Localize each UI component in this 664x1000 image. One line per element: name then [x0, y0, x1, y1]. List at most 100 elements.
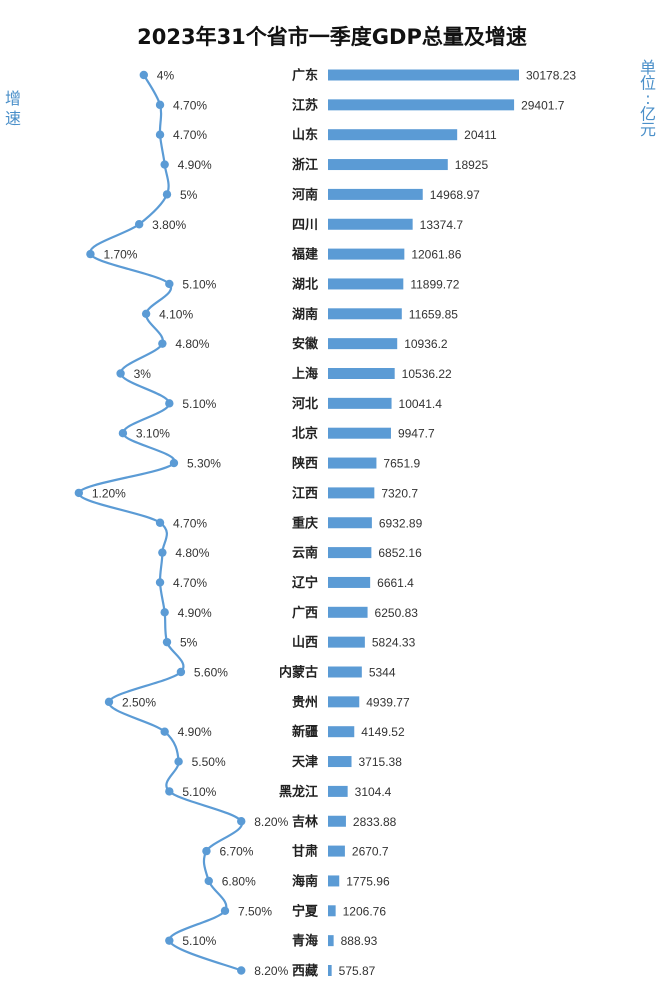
province-label: 云南: [292, 545, 318, 561]
gdp-value-label: 7651.9: [383, 457, 420, 471]
growth-value-label: 4.10%: [159, 307, 193, 321]
growth-value-label: 4.90%: [178, 725, 212, 739]
gdp-bar: [328, 696, 360, 708]
province-label: 上海: [292, 366, 318, 382]
growth-value-label: 5.10%: [182, 934, 216, 948]
province-label: 新疆: [292, 724, 318, 740]
province-label: 甘肃: [292, 844, 318, 860]
growth-value-label: 6.70%: [219, 845, 253, 859]
gdp-bar: [328, 905, 336, 917]
growth-value-label: 6.80%: [222, 874, 256, 888]
gdp-bar: [328, 815, 346, 827]
gdp-value-label: 7320.7: [381, 486, 418, 500]
gdp-bar: [328, 785, 348, 797]
gdp-value-label: 2670.7: [352, 845, 389, 859]
province-label: 安徽: [292, 336, 319, 352]
province-label: 天津: [292, 754, 318, 770]
growth-value-label: 4.70%: [173, 128, 207, 142]
gdp-bar: [328, 935, 334, 947]
gdp-bar: [328, 636, 365, 648]
province-label: 宁夏: [292, 903, 319, 919]
bar-group: [328, 69, 519, 976]
growth-value-label: 3.80%: [152, 218, 186, 232]
gdp-value-label: 10536.22: [402, 367, 452, 381]
province-label: 浙江: [292, 157, 318, 173]
growth-point: [165, 936, 174, 945]
growth-point: [155, 130, 165, 139]
gdp-bar: [328, 547, 372, 559]
gdp-value-label: 6661.4: [377, 576, 414, 590]
gdp-value-label: 3715.38: [359, 755, 403, 769]
province-label: 山西: [292, 635, 318, 651]
growth-point: [162, 190, 172, 199]
growth-value-label: 5%: [180, 636, 198, 650]
growth-point: [176, 667, 186, 677]
gdp-value-label: 14968.97: [430, 188, 480, 202]
gdp-value-label: 6932.89: [379, 516, 423, 530]
growth-value-label: 2.50%: [122, 695, 156, 709]
province-label: 河北: [292, 396, 318, 412]
gdp-bar: [328, 666, 362, 678]
gdp-value-label: 29401.7: [521, 98, 565, 112]
gdp-value-label: 3104.4: [355, 785, 392, 799]
gdp-value-label: 6250.83: [375, 606, 419, 620]
growth-value-label: 1.20%: [92, 486, 126, 500]
growth-point-group: [74, 70, 246, 975]
gdp-bar: [328, 129, 458, 141]
growth-point: [202, 846, 211, 856]
province-label: 广东: [292, 68, 318, 84]
growth-point: [116, 369, 125, 378]
gdp-bar: [328, 338, 398, 350]
gdp-bar: [328, 278, 404, 290]
growth-point: [155, 578, 165, 587]
province-label: 四川: [292, 218, 318, 233]
growth-point: [160, 160, 169, 169]
gdp-bar: [328, 368, 395, 379]
growth-value-label: 3%: [134, 367, 152, 381]
growth-point: [158, 339, 167, 348]
gdp-value-label: 1775.96: [346, 874, 390, 888]
growth-value-label: 5.50%: [192, 755, 226, 769]
growth-point: [174, 757, 183, 766]
gdp-value-label: 13374.7: [420, 218, 464, 232]
gdp-value-label: 6852.16: [378, 546, 422, 560]
growth-point: [204, 876, 213, 886]
chart-title: 2023年31个省市一季度GDP总量及增速: [137, 25, 527, 49]
gdp-bar: [328, 726, 355, 738]
gdp-bar: [328, 965, 332, 976]
growth-point: [86, 249, 95, 259]
growth-point: [160, 608, 169, 617]
province-label: 湖南: [292, 306, 318, 322]
growth-point: [162, 637, 172, 647]
growth-point: [165, 399, 174, 408]
gdp-bar: [328, 875, 340, 887]
growth-point: [158, 548, 167, 557]
unit-axis-label: 单位:亿元: [640, 58, 656, 139]
province-label: 河南: [292, 187, 318, 203]
growth-point: [155, 518, 165, 527]
province-label: 内蒙古: [279, 665, 318, 681]
gdp-value-label: 575.87: [339, 964, 376, 978]
province-label: 山东: [292, 127, 318, 143]
growth-value-label: 4.70%: [173, 98, 207, 112]
gdp-value-label: 20411: [464, 128, 497, 142]
growth-point: [165, 279, 174, 289]
gdp-value-label: 888.93: [341, 934, 378, 948]
gdp-value-label: 10936.2: [404, 337, 448, 351]
gdp-bar: [328, 487, 375, 499]
growth-value-label: 4.90%: [178, 606, 212, 620]
growth-value-label: 5%: [180, 188, 198, 202]
growth-point: [134, 220, 144, 229]
growth-value-label: 4.90%: [178, 158, 212, 172]
gdp-value-label: 5824.33: [372, 636, 416, 650]
gdp-bar: [328, 397, 392, 409]
growth-value-label: 1.70%: [103, 248, 137, 262]
gdp-bar: [328, 159, 448, 171]
growth-point: [237, 966, 246, 975]
gdp-bar: [328, 427, 391, 439]
province-label: 江苏: [292, 97, 318, 113]
growth-value-label: 5.10%: [182, 277, 216, 291]
province-label: 西藏: [292, 963, 318, 979]
gdp-value-label: 12061.86: [411, 248, 461, 262]
